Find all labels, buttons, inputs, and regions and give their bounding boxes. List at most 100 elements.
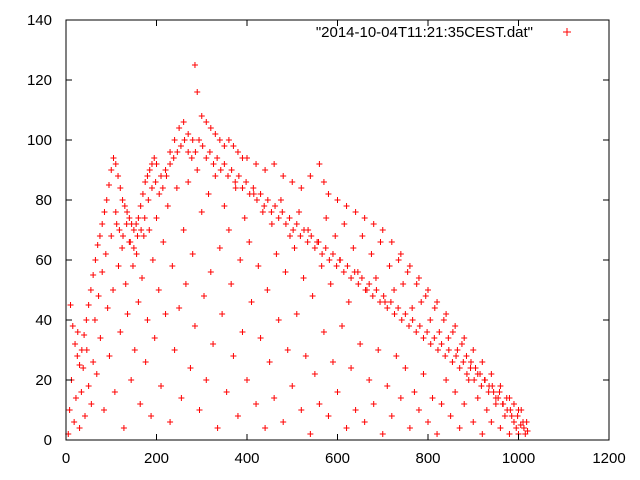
data-point — [104, 305, 111, 311]
data-point — [66, 407, 73, 413]
data-point — [404, 269, 411, 275]
data-point — [120, 425, 127, 431]
data-point — [348, 365, 355, 371]
data-point — [85, 383, 92, 389]
data-point — [377, 239, 384, 245]
data-point — [95, 293, 102, 299]
data-point — [101, 209, 108, 215]
data-point — [72, 395, 79, 401]
data-point — [90, 359, 97, 365]
data-point — [99, 269, 106, 275]
data-point — [111, 389, 118, 395]
data-point — [152, 179, 159, 185]
data-point — [388, 413, 395, 419]
data-point — [355, 281, 362, 287]
data-point — [275, 317, 282, 323]
data-point — [239, 329, 246, 335]
data-point — [327, 281, 334, 287]
data-point — [241, 215, 248, 221]
data-point — [434, 347, 441, 353]
data-point — [416, 323, 423, 329]
y-tick-label: 40 — [35, 312, 52, 329]
data-point — [221, 143, 228, 149]
data-point — [206, 149, 213, 155]
data-point — [119, 197, 126, 203]
data-point — [431, 335, 438, 341]
data-point — [272, 203, 279, 209]
data-point — [225, 227, 232, 233]
data-point — [142, 359, 149, 365]
legend: "2014-10-04T11:21:35CEST.dat" — [316, 24, 571, 41]
data-point — [289, 383, 296, 389]
data-point — [280, 173, 287, 179]
data-point — [474, 395, 481, 401]
x-tick-label: 200 — [144, 450, 169, 467]
data-point — [185, 149, 192, 155]
data-point — [214, 425, 221, 431]
data-point — [393, 353, 400, 359]
data-point — [133, 221, 140, 227]
data-point — [279, 209, 286, 215]
data-point — [255, 263, 262, 269]
data-point — [178, 395, 185, 401]
data-point — [266, 359, 273, 365]
data-point — [479, 431, 486, 437]
data-point — [97, 335, 104, 341]
data-point — [461, 335, 468, 341]
data-point — [253, 401, 260, 407]
data-point — [427, 317, 434, 323]
data-point — [447, 413, 454, 419]
data-point — [409, 317, 416, 323]
data-point — [221, 203, 228, 209]
data-point — [144, 173, 151, 179]
data-point — [74, 353, 81, 359]
data-point — [506, 431, 513, 437]
data-point — [517, 422, 524, 428]
data-point — [293, 221, 300, 227]
data-point — [180, 119, 187, 125]
data-point — [361, 419, 368, 425]
data-point — [108, 233, 115, 239]
data-point — [167, 419, 174, 425]
data-point — [291, 245, 298, 251]
data-point — [110, 155, 117, 161]
data-point — [137, 203, 144, 209]
data-point — [188, 155, 195, 161]
data-point — [170, 155, 177, 161]
data-point — [234, 149, 241, 155]
data-point — [130, 245, 137, 251]
data-point — [268, 221, 275, 227]
data-point — [158, 383, 165, 389]
data-point — [101, 407, 108, 413]
legend-marker — [563, 28, 571, 36]
data-point — [230, 353, 237, 359]
data-point — [253, 197, 260, 203]
data-point — [348, 275, 355, 281]
data-point — [135, 299, 142, 305]
data-point — [244, 155, 250, 161]
data-point — [115, 263, 122, 269]
data-point — [235, 173, 242, 179]
data-point — [420, 335, 427, 341]
data-point — [339, 323, 346, 329]
data-point — [366, 281, 373, 287]
data-point — [379, 431, 386, 437]
data-point — [257, 335, 264, 341]
data-point — [253, 161, 260, 167]
data-point — [93, 371, 100, 377]
data-point — [134, 233, 141, 239]
data-point — [277, 197, 284, 203]
data-point — [345, 299, 352, 305]
data-point — [156, 191, 163, 197]
data-point — [422, 293, 429, 299]
data-point — [497, 383, 504, 389]
data-point — [129, 263, 136, 269]
data-point — [271, 161, 278, 167]
y-tick-label: 140 — [27, 12, 52, 29]
data-point — [264, 197, 271, 203]
data-point — [434, 431, 441, 437]
data-point — [171, 347, 178, 353]
data-point — [489, 383, 496, 389]
data-point — [214, 155, 221, 161]
data-point — [198, 209, 205, 215]
